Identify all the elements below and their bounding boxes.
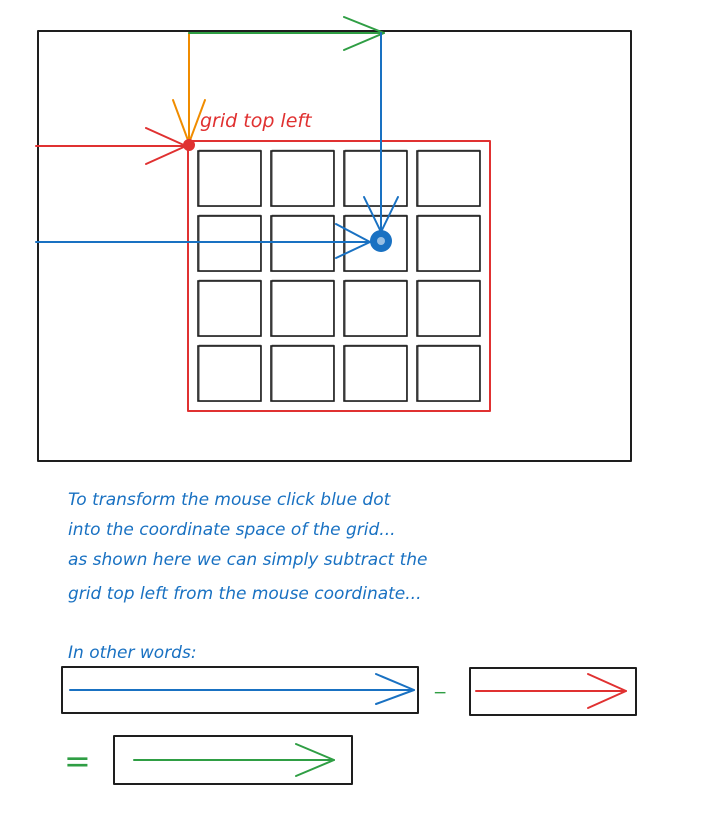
green-arrowhead-icon <box>295 743 335 777</box>
grid-cell-sketch <box>271 149 335 207</box>
red-arrowhead-icon <box>587 673 627 709</box>
grid-cell-sketch <box>198 149 262 207</box>
grid-cell-sketch <box>271 214 335 272</box>
grid-border <box>187 140 491 412</box>
grid-cell-sketch <box>417 344 481 402</box>
equation-intro: In other words: <box>68 643 197 663</box>
grid-cell-sketch <box>271 279 335 337</box>
grid-cells <box>197 149 481 402</box>
grid-cell <box>416 345 481 402</box>
grid-cell <box>416 215 481 272</box>
equation-result-box <box>113 735 353 785</box>
explanation-line: into the coordinate space of the grid... <box>68 520 396 540</box>
blue-dot-highlight-icon <box>377 237 385 245</box>
explanation-text: To transform the mouse click blue dot in… <box>68 490 428 604</box>
grid-cell-sketch <box>344 279 408 337</box>
minus-sign: − <box>433 683 447 703</box>
red-dot-icon <box>183 139 195 151</box>
grid-cell <box>270 215 335 272</box>
grid-cell-sketch <box>417 214 481 272</box>
grid-cell <box>343 280 408 337</box>
grid-cell <box>197 345 262 402</box>
explanation-line: as shown here we can simply subtract the <box>68 550 428 570</box>
grid-cell-sketch <box>344 149 408 207</box>
grid-cell <box>270 345 335 402</box>
mouse-y-arrow <box>363 32 399 233</box>
grid-top-left-label: grid top left <box>200 110 313 132</box>
grid-cell-sketch <box>271 344 335 402</box>
equals-sign: = <box>64 742 91 780</box>
grid-cell-sketch <box>344 344 408 402</box>
grid-cell <box>416 150 481 207</box>
window-frame <box>37 30 632 462</box>
grid-offset-x-arrow <box>35 127 187 165</box>
grid-cell-sketch <box>417 149 481 207</box>
grid-cell <box>197 215 262 272</box>
grid-cell <box>197 150 262 207</box>
blue-arrowhead-icon <box>375 673 415 705</box>
mouse-relative-arrow <box>188 16 385 51</box>
grid-cell <box>270 150 335 207</box>
grid-cell <box>270 280 335 337</box>
grid-cell-sketch <box>417 279 481 337</box>
grid-cell <box>197 280 262 337</box>
equation-term-box <box>61 666 419 714</box>
grid-cell-sketch <box>344 214 408 272</box>
explanation-line: To transform the mouse click blue dot <box>68 490 392 510</box>
grid-cell-sketch <box>198 279 262 337</box>
grid-cell-sketch <box>198 344 262 402</box>
grid-cell <box>343 345 408 402</box>
equation-term-box <box>469 667 637 716</box>
mouse-x-arrow <box>35 223 371 259</box>
grid-cell <box>416 280 481 337</box>
explanation-line: grid top left from the mouse coordinate.… <box>68 584 421 604</box>
grid-cell-sketch <box>198 214 262 272</box>
